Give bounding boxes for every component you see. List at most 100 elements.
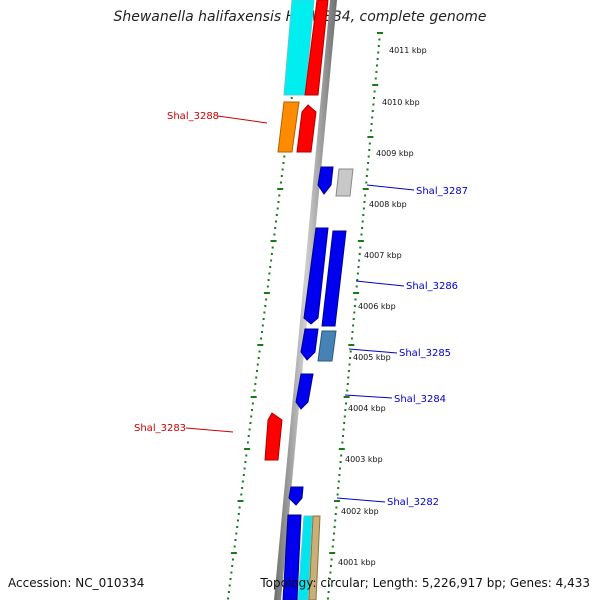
reverse-strand-genes	[282, 166, 354, 600]
outer-scale-ring-tick	[371, 110, 374, 112]
outer-scale-ring-tick	[357, 240, 364, 242]
outer-scale-ring-tick	[329, 571, 332, 574]
outer-scale-ring-tick	[348, 363, 351, 366]
inner-scale-ring-tick	[273, 233, 276, 236]
outer-scale-ring-tick	[377, 51, 380, 54]
inner-scale-ring-tick	[241, 480, 244, 483]
outer-scale-ring-tick	[346, 389, 349, 392]
outer-scale-ring-tick	[341, 441, 344, 444]
inner-scale-ring-tick	[277, 201, 280, 203]
gene-shal-3284[interactable]	[295, 373, 314, 410]
inner-scale-ring-tick	[230, 571, 233, 574]
genome-summary-text: Topology: circular; Length: 5,226,917 bp…	[260, 576, 590, 590]
gene-label-shal-3288[interactable]: Shal_3288	[167, 111, 219, 122]
inner-scale-ring-tick	[231, 565, 234, 567]
inner-scale-ring-tick	[237, 500, 244, 502]
outer-scale-ring-tick	[343, 422, 346, 424]
inner-scale-ring-tick	[275, 214, 278, 216]
gene-red-3288b[interactable]	[296, 104, 317, 153]
outer-scale-ring-tick	[356, 272, 359, 275]
callout-line-3282	[336, 497, 386, 503]
outer-scale-ring-tick	[368, 142, 371, 145]
gene-label-shal-3283[interactable]: Shal_3283	[134, 423, 186, 434]
outer-scale-ring-tick	[363, 201, 366, 203]
outer-scale-ring-tick	[337, 487, 340, 489]
outer-scale-ring-tick	[336, 493, 339, 496]
outer-scale-ring-tick	[370, 129, 372, 132]
inner-scale-ring-tick	[242, 474, 245, 476]
inner-scale-ring-tick	[277, 188, 284, 190]
inner-scale-ring-tick	[237, 519, 239, 522]
outer-scale-ring-tick	[365, 181, 368, 184]
outer-scale-ring-tick	[378, 38, 381, 41]
inner-scale-ring-tick	[274, 227, 277, 229]
outer-scale-ring-tick	[349, 357, 352, 359]
outer-scale-ring-tick	[349, 350, 352, 353]
outer-scale-ring-tick	[362, 207, 365, 210]
inner-scale-ring-tick	[262, 318, 265, 320]
inner-scale-ring-tick	[241, 487, 244, 489]
outer-scale-ring-tick	[327, 597, 329, 600]
outer-scale-ring-tick	[329, 552, 336, 554]
gene-shal-3287[interactable]	[317, 166, 334, 195]
inner-scale-ring-tick	[248, 428, 251, 431]
inner-scale-ring-tick	[265, 298, 268, 301]
kbp-labels: 4011 kbp 4010 kbp 4009 kbp 4008 kbp 4007…	[338, 46, 427, 567]
inner-scale-ring-tick	[233, 545, 236, 548]
outer-scale-ring-tick	[373, 97, 375, 99]
gene-tan-bottom[interactable]	[308, 515, 321, 600]
gene-label-shal-3286[interactable]: Shal_3286	[406, 281, 458, 292]
outer-scale-ring-tick	[330, 558, 333, 561]
outer-scale-ring-tick	[357, 266, 360, 268]
outer-scale-ring-tick	[350, 337, 353, 340]
outer-scale-ring-tick	[353, 305, 356, 307]
inner-scale-ring-tick	[250, 396, 257, 398]
gene-blue-bottom[interactable]	[282, 514, 302, 600]
outer-scale-ring-tick	[374, 77, 377, 80]
gene-label-shal-3282[interactable]: Shal_3282	[387, 497, 439, 508]
gene-shal-3282[interactable]	[288, 486, 304, 506]
gene-shal-3286a[interactable]	[303, 227, 329, 325]
inner-scale-ring-tick	[266, 285, 269, 288]
outer-scale-ring-tick	[348, 344, 355, 346]
gene-shal-3288[interactable]	[277, 101, 300, 153]
kbp-label-4010: 4010 kbp	[382, 98, 420, 107]
inner-scale-ring-tick	[290, 97, 293, 99]
outer-scale-ring-tick	[373, 90, 376, 93]
inner-scale-ring-tick	[281, 168, 284, 171]
gene-red-top[interactable]	[304, 0, 329, 96]
inner-scale-ring-tick	[261, 324, 264, 327]
gene-shal-3285b[interactable]	[317, 330, 337, 362]
gene-cyan-bottom[interactable]	[297, 515, 313, 600]
outer-scale-ring-tick	[377, 45, 380, 47]
accession-text: Accession: NC_010334	[8, 576, 145, 590]
gene-gray-3287b[interactable]	[335, 168, 354, 197]
gene-callouts	[185, 115, 415, 503]
kbp-label-4011: 4011 kbp	[389, 46, 427, 55]
callout-line-3284	[344, 394, 393, 399]
gene-label-shal-3284[interactable]: Shal_3284	[394, 394, 446, 405]
inner-scale-ring-tick	[234, 539, 237, 541]
outer-scale-ring-tick	[344, 409, 347, 411]
outer-scale-ring-tick	[367, 162, 370, 164]
gene-shal-3286b[interactable]	[321, 230, 347, 327]
inner-scale-ring-tick	[256, 363, 259, 366]
inner-scale-ring-tick	[228, 584, 231, 587]
outer-scale-ring-tick	[333, 532, 335, 535]
outer-scale-ring-tick	[342, 435, 344, 437]
outer-scale-ring-tick	[345, 402, 347, 405]
inner-scale-ring-tick	[255, 376, 258, 379]
outer-scale-ring-tick	[351, 331, 354, 333]
outer-scale-ring-tick	[364, 194, 367, 197]
gene-label-shal-3285[interactable]: Shal_3285	[399, 348, 451, 359]
outer-scale-ring-tick	[365, 175, 368, 177]
outer-scale-ring-tick	[362, 188, 369, 190]
outer-scale-ring-tick	[372, 84, 379, 86]
outer-scale-ring-tick	[367, 155, 370, 158]
outer-scale-ring-tick	[372, 103, 375, 106]
gene-shal-3283[interactable]	[264, 412, 283, 461]
outer-scale-ring-tick	[377, 32, 383, 34]
gene-label-shal-3287[interactable]: Shal_3287	[416, 186, 468, 197]
gene-shal-3285a[interactable]	[300, 328, 319, 361]
